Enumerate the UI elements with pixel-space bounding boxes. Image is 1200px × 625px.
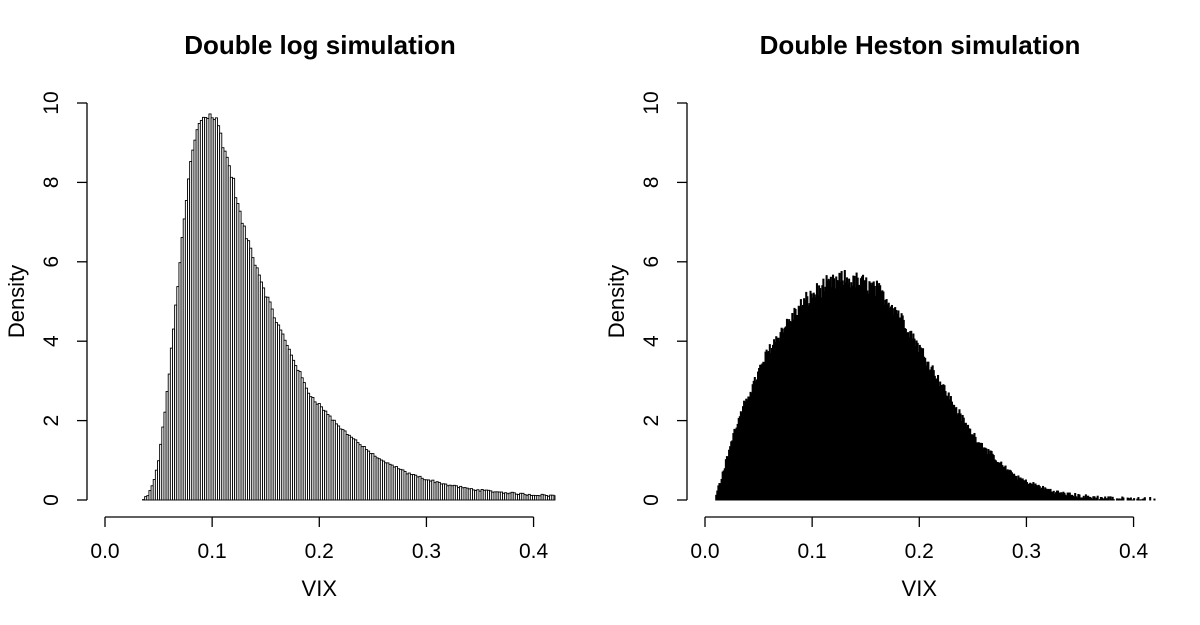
histogram-bar (1078, 494, 1081, 501)
histogram-bar (553, 495, 556, 501)
y-tick-label: 6 (640, 256, 663, 268)
x-tick-label: 0.1 (798, 540, 827, 563)
y-tick-label: 8 (640, 177, 663, 189)
y-tick-label: 10 (640, 91, 663, 114)
x-tick-label: 0.0 (90, 540, 119, 563)
histogram-bar (1137, 497, 1140, 501)
y-tick-label: 4 (640, 335, 663, 347)
histogram-bar (1093, 496, 1096, 501)
x-tick-label: 0.4 (1119, 540, 1149, 563)
histogram-bars (715, 270, 1156, 501)
histogram-bar (1111, 496, 1114, 501)
histogram-bar (1122, 497, 1125, 501)
x-tick-label: 0.0 (690, 540, 719, 563)
histogram-bar (1096, 495, 1099, 501)
x-axis-label: VIX (302, 576, 338, 601)
x-axis-label: VIX (902, 576, 938, 601)
x-tick-label: 0.2 (905, 540, 934, 563)
y-tick-label: 8 (40, 177, 63, 189)
histogram-bar (1143, 497, 1146, 501)
panel-double-log: Double log simulation 0.0 0.1 0.2 0.3 0.4 VIX 0… (4, 30, 556, 601)
x-tick-label: 0.3 (412, 540, 441, 563)
y-tick-label: 10 (40, 91, 63, 114)
y-tick-label: 0 (640, 494, 663, 506)
y-axis-label: Density (604, 265, 629, 338)
chart-title: Double Heston simulation (760, 30, 1081, 60)
histogram-bar (1107, 496, 1110, 501)
histogram-bar (1133, 498, 1136, 501)
histogram-bar (1109, 496, 1112, 501)
x-tick-label: 0.4 (519, 540, 549, 563)
x-tick-label: 0.3 (1012, 540, 1041, 563)
y-tick-label: 6 (40, 256, 63, 268)
histogram-bar (1149, 497, 1152, 501)
histogram-bar (1129, 497, 1132, 501)
x-tick-label: 0.1 (198, 540, 227, 563)
y-tick-label: 4 (40, 335, 63, 347)
chart-title: Double log simulation (184, 30, 456, 60)
x-tick-label: 0.2 (305, 540, 334, 563)
histogram-bars (142, 113, 556, 501)
y-axis-label: Density (4, 265, 29, 338)
y-tick-label: 0 (40, 494, 63, 506)
panel-double-heston: Double Heston simulation 0.0 0.1 0.2 0.3 0.4 V… (604, 30, 1156, 601)
histogram-bar (1153, 498, 1156, 501)
y-tick-label: 2 (40, 415, 63, 427)
y-tick-label: 2 (640, 415, 663, 427)
